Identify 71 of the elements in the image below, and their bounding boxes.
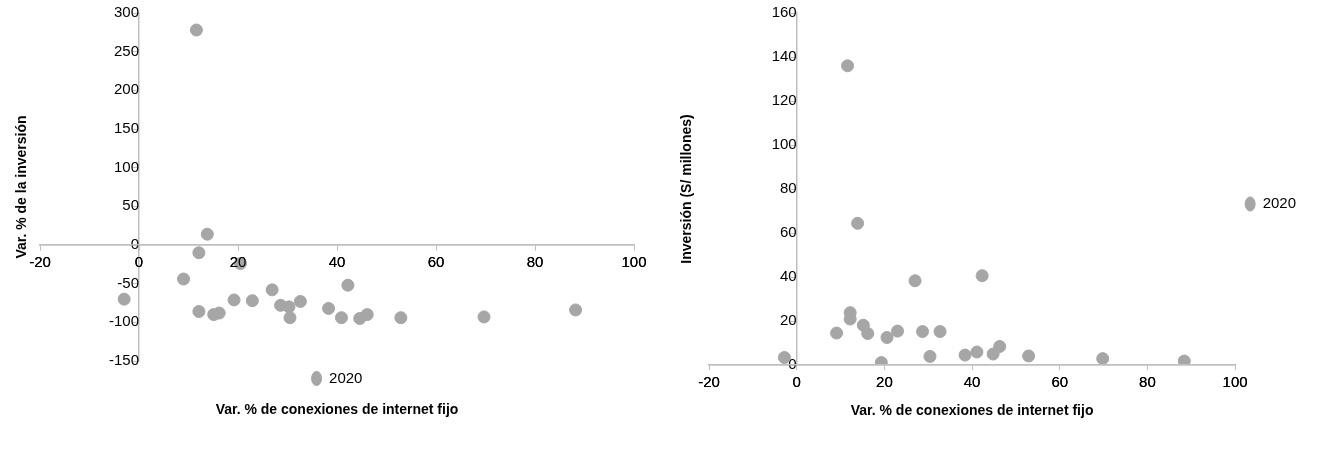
point [177, 272, 191, 286]
point [283, 311, 297, 325]
point [851, 216, 865, 230]
point [282, 300, 296, 314]
y-tick-label: 250 [113, 41, 139, 59]
y-tick-label: 200 [113, 80, 139, 98]
x-axis-title: Var. % de conexiones de internet fijo [215, 400, 459, 417]
y-tick-label: 300 [113, 3, 139, 21]
point [293, 294, 307, 308]
legend-label: 2020 [1262, 194, 1297, 212]
y-tick-label: 80 [780, 179, 797, 197]
point [227, 293, 241, 307]
point [908, 274, 922, 288]
point [192, 305, 206, 319]
point [970, 345, 984, 359]
legend-label: 2020 [329, 368, 363, 386]
point [1022, 349, 1036, 363]
point [200, 227, 214, 241]
point [360, 308, 374, 322]
point [861, 327, 875, 341]
x-tick-label: 100 [1222, 373, 1248, 391]
point [958, 348, 972, 362]
point [1096, 352, 1110, 365]
y-tick-label: -100 [108, 312, 139, 330]
y-axis-title: Inversión (S/ millones) [677, 114, 694, 264]
x-axis-title: Var. % de conexiones de internet fijo [850, 402, 1094, 418]
y-tick-label: 50 [122, 196, 139, 214]
point [265, 283, 279, 297]
point [993, 340, 1007, 354]
x-tick-label: 40 [328, 253, 346, 271]
point [841, 59, 855, 73]
point [477, 310, 491, 324]
point [880, 331, 894, 344]
point [394, 311, 408, 325]
point [891, 324, 905, 338]
point [322, 301, 336, 315]
point [975, 269, 989, 283]
y-tick-label: 140 [771, 47, 797, 65]
y-tick-label: 150 [113, 119, 139, 137]
point [777, 351, 791, 365]
x-tick-label: 20 [876, 373, 893, 391]
y-tick-label: -50 [117, 273, 139, 291]
x-tick-label: 60 [427, 253, 445, 271]
point [830, 326, 844, 340]
y-axis-title: Var. % de la inversión [12, 115, 29, 259]
point [341, 278, 355, 292]
x-tick-label: 40 [963, 373, 981, 391]
point [117, 292, 131, 306]
point [334, 311, 348, 325]
x-tick-label: 80 [1139, 373, 1156, 391]
point [923, 349, 937, 363]
y-tick-label: -150 [108, 351, 139, 369]
y-tick-label: 120 [771, 91, 797, 109]
y-tick-label: 40 [780, 267, 797, 285]
x-tick-label: -20 [698, 373, 720, 391]
y-tick-label: 20 [780, 311, 797, 329]
y-tick-label: 160 [771, 3, 797, 21]
point [189, 23, 203, 37]
point [1177, 354, 1191, 365]
point [916, 325, 930, 339]
x-tick-label: 100 [621, 253, 647, 271]
x-tick-label: -20 [29, 253, 51, 271]
point [933, 325, 947, 339]
y-tick-label: 60 [780, 223, 797, 241]
y-tick-label: 100 [771, 135, 797, 153]
x-tick-label: 80 [526, 253, 544, 271]
point [569, 303, 583, 317]
y-tick-label: 100 [113, 157, 139, 175]
x-tick-label: 60 [1051, 373, 1069, 391]
point [245, 294, 259, 308]
point [192, 246, 206, 260]
